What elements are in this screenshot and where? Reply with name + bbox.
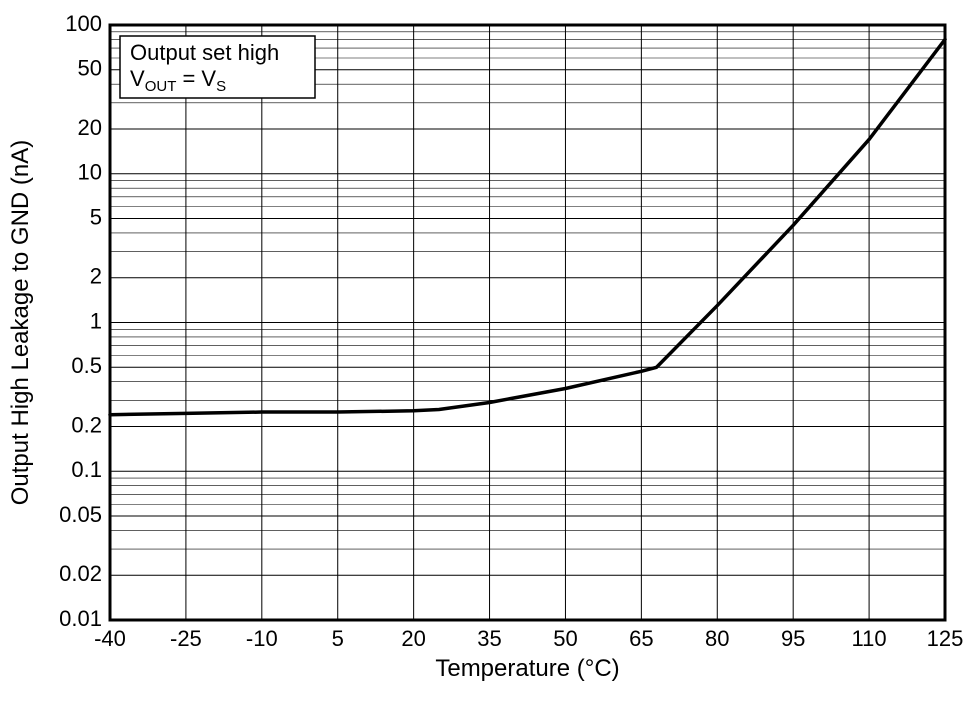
y-tick-label: 1 — [90, 308, 102, 333]
x-tick-label: 5 — [332, 626, 344, 651]
x-tick-label: 95 — [781, 626, 805, 651]
leakage-chart: 0.010.020.050.10.20.5125102050100-40-25-… — [0, 0, 972, 701]
x-tick-label: -10 — [246, 626, 278, 651]
x-tick-label: 125 — [927, 626, 964, 651]
y-tick-label: 0.02 — [59, 561, 102, 586]
x-tick-label: 50 — [553, 626, 577, 651]
x-tick-label: 20 — [401, 626, 425, 651]
y-tick-label: 2 — [90, 264, 102, 289]
x-tick-label: -25 — [170, 626, 202, 651]
x-tick-label: 65 — [629, 626, 653, 651]
x-tick-label: -40 — [94, 626, 126, 651]
annotation-line2: VOUT = VS — [130, 66, 226, 95]
y-tick-label: 10 — [78, 160, 102, 185]
x-tick-label: 110 — [852, 626, 887, 651]
y-axis-label: Output High Leakage to GND (nA) — [7, 140, 34, 506]
chart-container: 0.010.020.050.10.20.5125102050100-40-25-… — [0, 0, 972, 701]
y-tick-label: 5 — [90, 204, 102, 229]
annotation-line1: Output set high — [130, 40, 279, 65]
y-tick-label: 20 — [78, 115, 102, 140]
y-tick-label: 100 — [65, 11, 102, 36]
x-axis-label: Temperature (°C) — [435, 655, 619, 682]
y-tick-label: 0.2 — [71, 412, 102, 437]
y-tick-label: 0.1 — [71, 457, 102, 482]
y-tick-label: 0.5 — [71, 353, 102, 378]
y-tick-label: 50 — [78, 56, 102, 81]
x-tick-label: 35 — [477, 626, 501, 651]
y-tick-label: 0.05 — [59, 502, 102, 527]
x-tick-label: 80 — [705, 626, 729, 651]
